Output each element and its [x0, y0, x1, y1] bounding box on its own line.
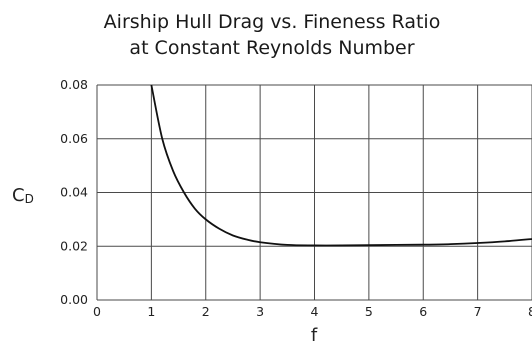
tick-labels: 0 1 2 3 4 5 6 7 8 0.00 0.02 0.04 0.06 0.08 [60, 77, 532, 319]
y-tick-label: 0.06 [60, 131, 88, 146]
x-tick-label: 3 [256, 304, 264, 319]
y-axis-label-subscript: D [25, 192, 34, 206]
x-tick-label: 4 [311, 304, 319, 319]
y-tick-label: 0.08 [60, 77, 88, 92]
x-axis-label: f [311, 325, 318, 346]
chart-title-line-2: at Constant Reynolds Number [129, 37, 414, 59]
x-tick-label: 2 [202, 304, 210, 319]
x-tick-label: 7 [474, 304, 482, 319]
y-tick-label: 0.04 [60, 185, 88, 200]
y-axis-label: CD [12, 185, 34, 206]
x-tick-label: 0 [93, 304, 101, 319]
x-tick-label: 5 [365, 304, 373, 319]
x-tick-label: 8 [528, 304, 532, 319]
x-tick-label: 1 [147, 304, 155, 319]
x-tick-label: 6 [419, 304, 427, 319]
drag-curve [150, 84, 532, 247]
grid [96, 84, 532, 301]
chart-title-line-1: Airship Hull Drag vs. Fineness Ratio [104, 11, 441, 33]
y-axis-label-main: C [12, 185, 25, 206]
y-tick-label: 0.00 [60, 292, 88, 307]
y-tick-label: 0.02 [60, 238, 88, 253]
